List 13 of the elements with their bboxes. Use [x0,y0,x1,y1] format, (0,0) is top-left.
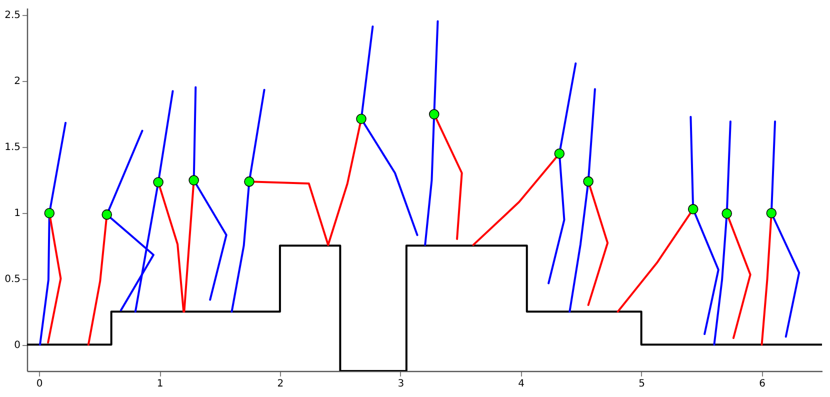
y-tick-label: 1 [14,208,20,220]
x-tick-label: 0 [36,378,43,390]
y-tick-label: 0 [14,340,20,352]
y-tick-label: 2.5 [4,10,20,22]
x-tick-label: 6 [759,378,766,390]
x-tick-label: 5 [638,378,646,390]
x-tick-label: 2 [277,378,284,390]
x-tick-label: 4 [518,378,525,390]
y-tick-label: 2 [14,76,20,88]
x-tick-label: 1 [156,378,164,390]
x-tick-label: 3 [398,378,404,390]
y-tick-label: 0.5 [4,274,20,286]
y-tick-label: 1.5 [4,142,20,154]
